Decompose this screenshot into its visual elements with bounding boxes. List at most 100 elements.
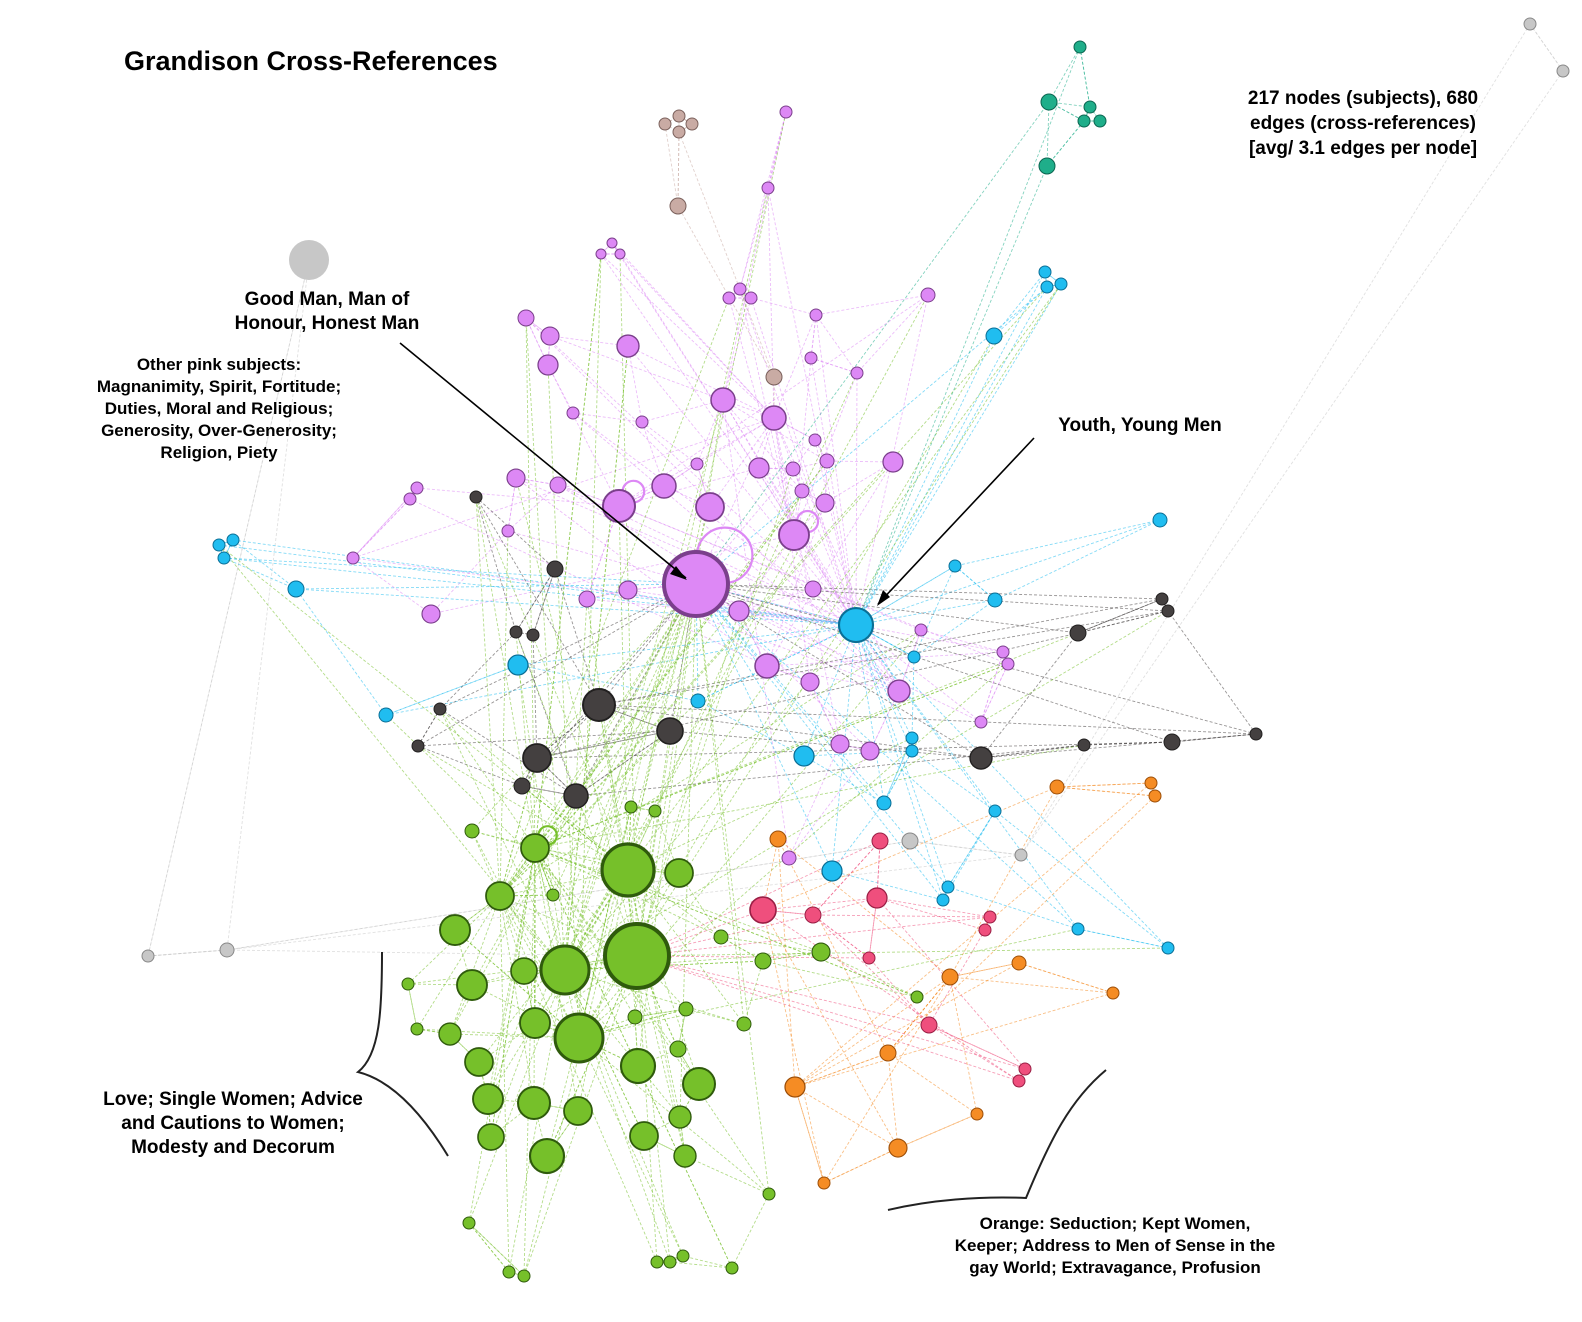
graph-edge (439, 708, 629, 871)
graph-edge (517, 664, 566, 971)
graph-edge (499, 895, 510, 1273)
stats-line: edges (cross-references) (1250, 113, 1476, 134)
pink-node (540, 326, 560, 346)
graph-edge (913, 599, 996, 658)
label-line: Duties, Moral and Religious; (104, 399, 334, 418)
graph-edge (439, 583, 697, 710)
graph-edge (295, 583, 697, 590)
orange-node (784, 1076, 806, 1098)
pink-node (804, 580, 822, 598)
graph-edge (695, 583, 1079, 634)
graph-edge (499, 286, 1048, 897)
graph-edge (454, 929, 580, 1039)
graph-edge (762, 786, 1058, 911)
graph-edge (611, 242, 857, 626)
green-node (438, 1022, 462, 1046)
graph-edge (954, 565, 996, 601)
graph-edge (855, 624, 949, 888)
graph-edge (385, 664, 519, 716)
graph-edge (507, 484, 559, 532)
orange-node (1144, 776, 1158, 790)
pink-node (850, 366, 864, 380)
graph-edge (739, 187, 769, 290)
green-node (546, 888, 560, 902)
graph-edge (773, 417, 811, 683)
graph-edge (636, 955, 870, 959)
graph-edge (618, 294, 929, 507)
pink-node (754, 653, 780, 679)
graph-edge (549, 335, 724, 401)
graph-edge (475, 496, 629, 871)
graph-edge (618, 505, 629, 871)
blue-node (876, 795, 892, 811)
graph-edge (695, 583, 1257, 735)
graph-edge (722, 399, 857, 626)
graph-edge (758, 467, 857, 626)
graph-edge (499, 629, 922, 897)
graph-edge (534, 847, 722, 938)
green-node (619, 1047, 657, 1085)
pink-node (800, 672, 820, 692)
graph-edge (521, 704, 600, 787)
red-node (978, 923, 992, 937)
graph-edge (773, 314, 817, 419)
graph-edge (855, 624, 982, 723)
green-node (811, 942, 831, 962)
graph-edge (678, 872, 722, 938)
love-label: Love; Single Women; Advice and Cautions … (88, 1088, 378, 1160)
graph-edge (1018, 962, 1114, 994)
graph-edge (876, 897, 991, 918)
graph-edge (523, 847, 536, 1277)
graph-edge (517, 664, 699, 702)
green-node (539, 944, 591, 996)
graph-edge (416, 487, 620, 507)
graph-edge (532, 634, 538, 759)
taupe-node (672, 109, 686, 123)
graph-edge (739, 288, 857, 626)
pink-node (549, 476, 567, 494)
graph-edge (575, 583, 697, 797)
pink-node (887, 679, 911, 703)
dark-node (546, 560, 564, 578)
graph-edge (641, 421, 698, 465)
label-line: Generosity, Over-Generosity; (101, 421, 337, 440)
green-node (600, 842, 656, 898)
graph-edge (598, 704, 638, 957)
graph-edge (679, 583, 697, 1118)
pink-node (595, 248, 607, 260)
graph-edge (417, 745, 523, 787)
orange-node (970, 1107, 984, 1121)
label-line: gay World; Extravagance, Profusion (969, 1258, 1261, 1277)
graph-edge (669, 1261, 733, 1269)
graph-edge (471, 830, 580, 1039)
pink-node (662, 550, 730, 618)
graph-edge (577, 869, 629, 1112)
graph-edge (766, 651, 1004, 667)
blue-node (1054, 277, 1068, 291)
graph-edge (831, 624, 857, 872)
graph-edge (578, 187, 769, 1039)
pink-node (804, 351, 818, 365)
green-node (472, 1083, 504, 1115)
graph-edge (980, 733, 1257, 759)
graph-edge (820, 951, 918, 998)
graph-edge (627, 589, 900, 692)
label-line: Youth, Young Men (1058, 415, 1222, 436)
love-brace (355, 951, 449, 1157)
graph-edge (471, 583, 697, 986)
graph-edge (1077, 610, 1169, 634)
graph-edge (767, 187, 857, 626)
pink-node (403, 492, 417, 506)
pink-node (778, 519, 810, 551)
graph-edge (499, 461, 894, 897)
pink-node (710, 387, 736, 413)
green-node (553, 1012, 605, 1064)
youth-arrowhead (877, 590, 890, 606)
graph-edge (147, 259, 310, 957)
pink-node (733, 282, 747, 296)
graph-edge (634, 1008, 687, 1018)
stats-line: 217 nodes (subjects), 680 (1247, 88, 1479, 109)
red-node (749, 896, 777, 924)
blue-node (287, 580, 305, 598)
label-line: Modesty and Decorum (131, 1137, 335, 1158)
